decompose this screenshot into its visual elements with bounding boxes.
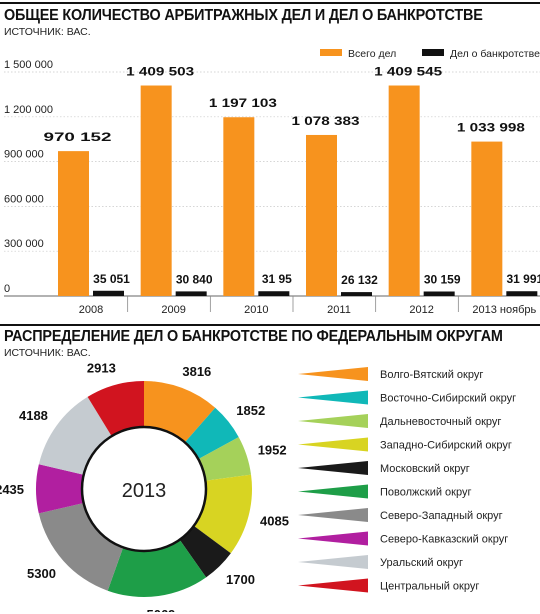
legend-swatch (320, 49, 342, 56)
donut-slice (144, 381, 216, 443)
x-tick-label: 2012 (409, 304, 433, 316)
donut-slice (87, 381, 144, 437)
donut-hole (80, 425, 208, 553)
pie-chart-title: РАСПРЕДЕЛЕНИЕ ДЕЛ О БАНКРОТСТВЕ ПО ФЕДЕР… (4, 328, 503, 345)
legend-swatch (298, 390, 368, 405)
bar-value-label: 26 132 (341, 273, 378, 287)
bar-value-label: 1 033 998 (457, 121, 525, 135)
bar-total (388, 85, 420, 296)
donut-slice (107, 539, 207, 597)
y-tick-label: 1 500 000 (4, 59, 53, 71)
slice-value-label: 1952 (258, 443, 287, 458)
legend-label: Московский округ (380, 463, 470, 475)
legend-label: Западно-Сибирский округ (380, 440, 512, 452)
slice-value-label: 2913 (87, 362, 116, 376)
legend-swatch (298, 484, 368, 499)
top-rule (0, 2, 540, 4)
bar-value-label: 31 95 (262, 272, 292, 286)
bar-value-label: 1 409 503 (126, 65, 194, 79)
legend-label: Уральский округ (380, 557, 463, 569)
legend-swatch (298, 578, 368, 593)
bar-chart: 0 300 000 600 000 900 000 1 200 000 1 500 000… (4, 48, 540, 316)
y-tick-label: 600 000 (4, 193, 44, 205)
y-tick-label: 0 (4, 283, 10, 295)
legend-swatch (298, 508, 368, 522)
bar-bankruptcy (506, 291, 538, 296)
pie-chart-source: ИСТОЧНИК: ВАС. (4, 347, 91, 359)
bar-total (306, 134, 337, 296)
slice-value-label: 4188 (19, 408, 48, 423)
legend-swatch (422, 49, 444, 56)
legend-label: Северо-Кавказский округ (380, 534, 508, 546)
legend-label: Поволжский округ (380, 487, 472, 499)
slice-value-label: 5069 (146, 607, 175, 612)
x-tick-label: 2009 (161, 304, 185, 316)
bar-value-label: 31 991 (506, 272, 540, 286)
bar-bankruptcy (341, 292, 372, 296)
x-tick-label: 2008 (79, 304, 103, 316)
legend-label: Дел о банкротстве (450, 48, 540, 60)
legend-swatch (298, 414, 368, 428)
slice-value-label: 1852 (236, 403, 265, 418)
slice-value-label: 1700 (226, 572, 255, 587)
slice-value-label: 2435 (0, 482, 24, 497)
bar-total (58, 151, 89, 296)
bar-bankruptcy (423, 291, 455, 296)
legend-label: Восточно-Сибирский округ (380, 393, 516, 405)
y-tick-label: 300 000 (4, 238, 44, 250)
legend-swatch (298, 461, 368, 475)
bar-value-label: 30 159 (424, 272, 461, 286)
donut-slice (184, 407, 239, 460)
donut-slice (35, 464, 84, 514)
bar-chart-title: ОБЩЕЕ КОЛИЧЕСТВО АРБИТРАЖНЫХ ДЕЛ И ДЕЛ О… (4, 7, 483, 24)
bar-value-label: 35 051 (93, 272, 130, 286)
slice-value-label: 4085 (260, 513, 289, 528)
donut-slice (179, 525, 231, 578)
legend-swatch (298, 367, 368, 381)
bar-value-label: 1 078 383 (292, 114, 360, 128)
legend-label: Дальневосточный округ (380, 416, 501, 428)
slice-value-label: 5300 (27, 566, 56, 581)
bar-total (471, 141, 503, 296)
donut-slice (38, 503, 124, 591)
bar-bankruptcy (93, 290, 124, 296)
middle-rule (0, 324, 540, 326)
legend-label: Волго-Вятский округ (380, 369, 483, 381)
x-tick-label: 2010 (244, 304, 268, 316)
bar-value-label: 1 197 103 (209, 96, 277, 110)
x-tick-label: 2013 ноябрь (472, 304, 536, 316)
donut-slice (198, 437, 252, 481)
legend-label: Северо-Западный округ (380, 510, 503, 522)
slice-value-label: 3816 (182, 364, 211, 379)
x-tick-label: 2011 (327, 304, 351, 316)
y-tick-label: 900 000 (4, 149, 44, 161)
bar-total (140, 85, 172, 296)
bar-value-label: 970 152 (44, 130, 112, 144)
donut-slice (193, 474, 252, 554)
legend-label: Всего дел (348, 48, 396, 60)
donut-center-label: 2013 (122, 480, 167, 502)
bar-bankruptcy (175, 291, 207, 296)
bar-value-label: 30 840 (176, 272, 213, 286)
legend-swatch (298, 437, 368, 452)
donut-chart: 3816 1852 1952 4085 1700 5069 5300 2435 4188 2913… (0, 362, 516, 612)
donut-slice (38, 396, 112, 475)
legend-label: Центральный округ (380, 581, 479, 593)
bar-value-label: 1 409 545 (374, 65, 442, 79)
legend-swatch (298, 531, 368, 546)
bar-bankruptcy (258, 291, 290, 296)
legend-swatch (298, 555, 368, 569)
bar-chart-source: ИСТОЧНИК: ВАС. (4, 26, 91, 38)
y-tick-label: 1 200 000 (4, 104, 53, 116)
bar-total (223, 117, 255, 296)
